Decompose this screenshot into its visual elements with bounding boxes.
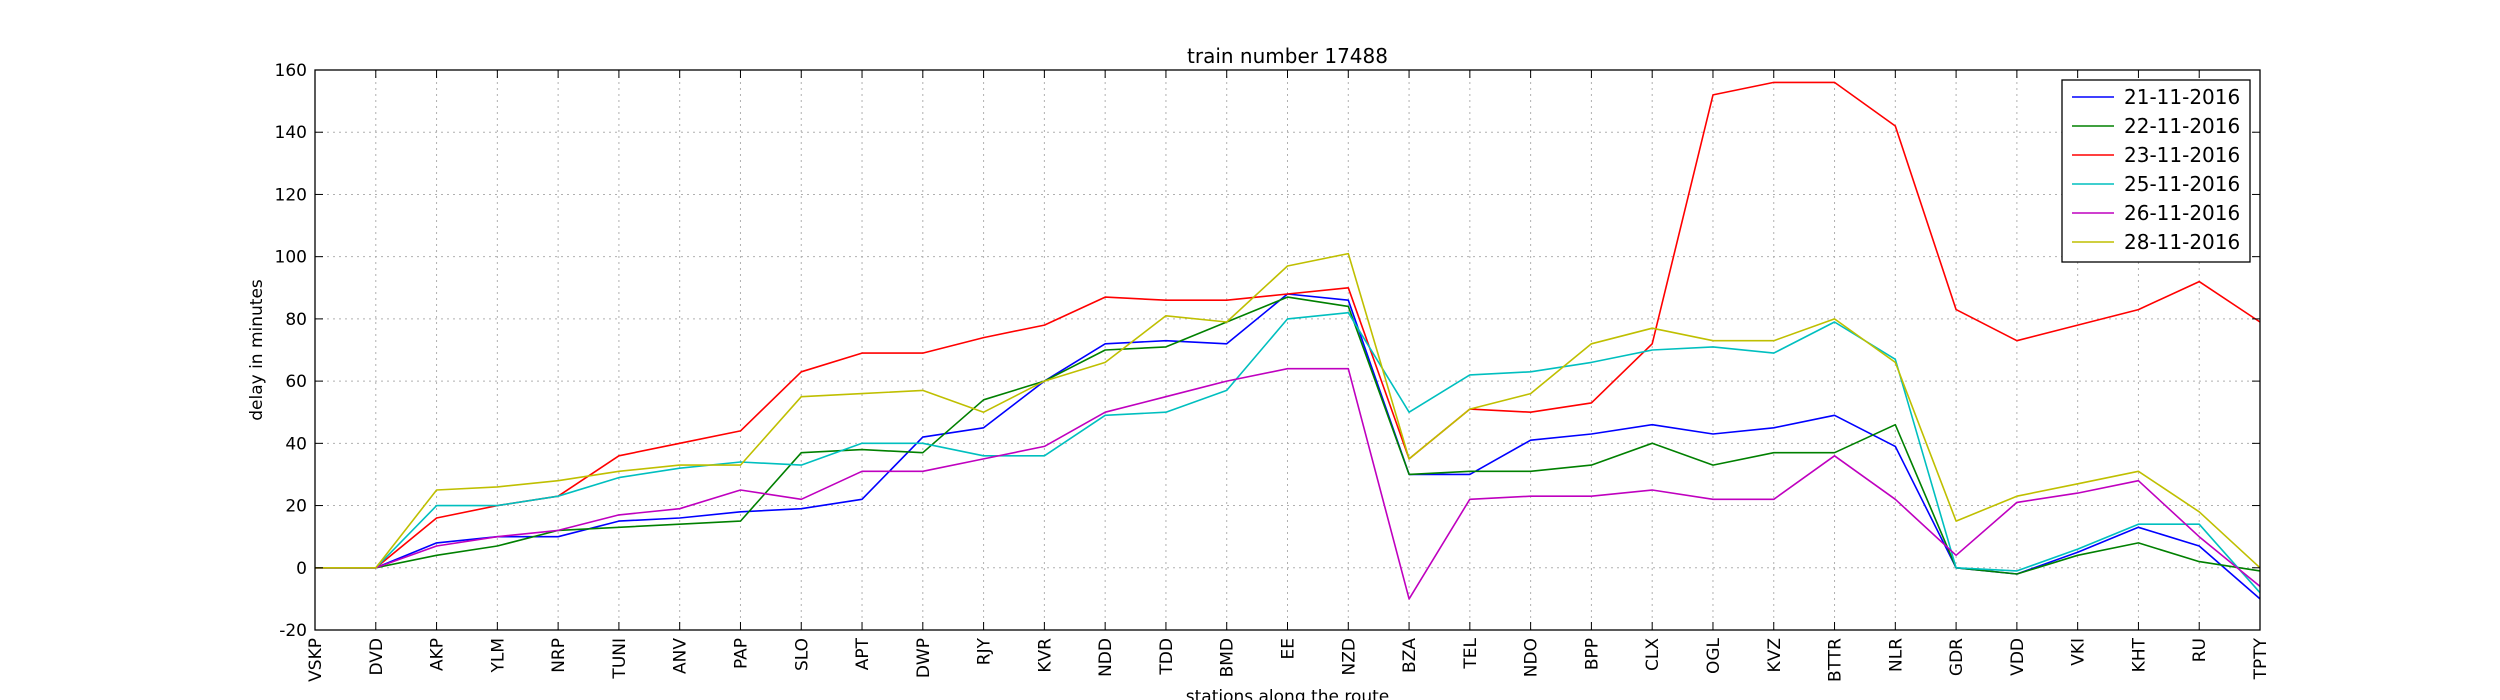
- x-tick-label: NDD: [1096, 638, 1116, 677]
- series-line-25-11-2016: [315, 311, 2261, 594]
- grid-lines: [314, 69, 2261, 631]
- x-tick-label: AKP: [428, 638, 448, 671]
- x-axis-ticks: VSKP DVD AKP YLM NRP TUNI ANV PAP SLO APT DWP RJY KV…: [306, 70, 2271, 682]
- y-tick-label: 100: [275, 248, 307, 268]
- y-tick-label: 160: [275, 61, 307, 81]
- x-tick-label: EE: [1279, 638, 1299, 659]
- x-tick-label: TPTY: [2251, 637, 2271, 680]
- legend-box: [2061, 79, 2251, 263]
- series-line-21-11-2016: [315, 293, 2261, 600]
- y-tick-label: 20: [285, 497, 307, 517]
- x-tick-label: SLO: [792, 638, 812, 671]
- x-tick-label: VDD: [2008, 638, 2028, 676]
- x-tick-label: KVZ: [1765, 638, 1785, 672]
- legend-label: 22-11-2016: [2124, 114, 2240, 138]
- legend-label: 26-11-2016: [2124, 201, 2240, 225]
- x-tick-label: NRP: [549, 638, 569, 673]
- legend-label: 21-11-2016: [2124, 85, 2240, 109]
- x-tick-label: TUNI: [610, 638, 630, 680]
- x-tick-label: DWP: [914, 638, 934, 678]
- x-axis-label: stations along the route: [1186, 687, 1390, 700]
- x-tick-label: BTTR: [1826, 638, 1846, 682]
- series-lines: [315, 81, 2261, 600]
- x-tick-label: NDO: [1522, 638, 1542, 677]
- x-tick-label: RU: [2190, 638, 2210, 662]
- x-tick-label: BZA: [1400, 638, 1420, 673]
- y-tick-label: 120: [275, 185, 307, 205]
- legend-label: 28-11-2016: [2124, 230, 2240, 254]
- x-tick-label: KHT: [2129, 637, 2149, 672]
- legend-label: 23-11-2016: [2124, 143, 2240, 167]
- x-tick-label: PAP: [731, 638, 751, 669]
- x-tick-label: VSKP: [306, 638, 326, 682]
- series-line-23-11-2016: [315, 81, 2261, 569]
- x-tick-label: BPP: [1582, 638, 1602, 670]
- series-line-28-11-2016: [315, 252, 2261, 569]
- x-tick-label: RJY: [975, 637, 995, 665]
- x-tick-label: NLR: [1886, 638, 1906, 672]
- y-tick-label: 80: [285, 310, 307, 330]
- x-tick-label: TEL: [1461, 637, 1481, 669]
- x-tick-label: CLX: [1643, 638, 1663, 671]
- x-tick-label: APT: [853, 637, 873, 670]
- x-tick-label: DVD: [367, 638, 387, 676]
- series-line-22-11-2016: [315, 296, 2261, 575]
- chart-title: train number 17488: [1187, 44, 1388, 68]
- y-tick-label: -20: [279, 621, 307, 641]
- y-tick-label: 60: [285, 372, 307, 392]
- legend: 21-11-2016 22-11-2016 23-11-2016 25-11-2016…: [2061, 79, 2251, 263]
- x-tick-label: GDR: [1947, 638, 1967, 676]
- y-axis-label: delay in minutes: [247, 279, 267, 421]
- x-tick-label: VKI: [2069, 638, 2089, 666]
- y-axis-ticks: -20 0 20 40 60 80 100 120 140 160: [275, 61, 2260, 641]
- legend-label: 25-11-2016: [2124, 172, 2240, 196]
- x-tick-label: OGL: [1704, 637, 1724, 674]
- x-tick-label: YLM: [488, 638, 508, 674]
- x-tick-label: BMD: [1218, 638, 1238, 677]
- x-tick-label: ANV: [671, 638, 691, 674]
- x-tick-label: KVR: [1035, 638, 1055, 673]
- x-tick-label: NZD: [1339, 638, 1359, 675]
- x-tick-label: TDD: [1157, 638, 1177, 676]
- series-line-26-11-2016: [315, 367, 2261, 600]
- y-tick-label: 0: [296, 559, 307, 579]
- y-tick-label: 140: [275, 123, 307, 143]
- y-tick-label: 40: [285, 434, 307, 454]
